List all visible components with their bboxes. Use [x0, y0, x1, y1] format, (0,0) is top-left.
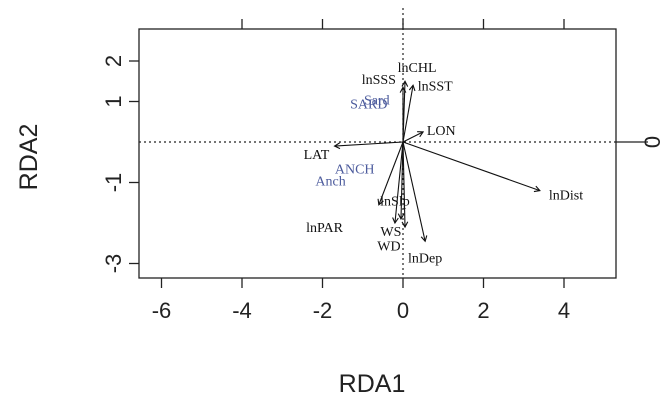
arrow-label: lnDist	[549, 189, 583, 204]
x-tick-label: -2	[313, 298, 333, 323]
species-label: Sard	[364, 93, 390, 108]
arrow-head	[399, 86, 407, 93]
arrow-label: lnPAR	[306, 221, 344, 236]
arrow-line	[334, 141, 404, 147]
arrow-head	[377, 198, 384, 206]
arrow-label: lnDep	[408, 251, 442, 266]
arrow-label: LAT	[304, 148, 330, 163]
arrow-label: lnSST	[418, 79, 453, 94]
species-label: ANCH	[335, 162, 375, 177]
arrow-head	[397, 213, 405, 221]
arrow-head	[392, 217, 399, 225]
x-tick-label: -6	[152, 298, 172, 323]
arrow-head	[420, 235, 428, 243]
arrow-label: WD	[377, 239, 400, 254]
arrow-line	[402, 85, 414, 143]
arrow-line	[394, 141, 404, 224]
plot-border	[138, 28, 617, 279]
arrow-label: lnSlp	[380, 195, 410, 210]
arrow-head	[333, 142, 341, 150]
arrow-line	[378, 141, 404, 205]
arrow-label: lnSSS	[362, 73, 396, 88]
species-label: SARD	[350, 98, 387, 113]
right-tick-label: 0	[640, 136, 665, 148]
x-tick-label: 0	[397, 298, 409, 323]
y-axis-label: RDA2	[15, 124, 43, 191]
arrow-line	[400, 141, 404, 219]
y-tick-label: 1	[101, 95, 126, 107]
y-tick-label: -1	[101, 173, 126, 193]
arrow-head	[417, 131, 425, 138]
species-label: Anch	[315, 174, 345, 189]
arrow-line	[402, 141, 406, 228]
plot-frame-group	[138, 28, 617, 279]
arrow-line	[402, 131, 424, 143]
axis-ticks-group: -6 -4 -2 0 2 4 -3 -1 1 2 0	[101, 19, 665, 323]
arrow-head	[401, 221, 409, 229]
arrow-line	[402, 141, 541, 192]
x-axis-label: RDA1	[339, 370, 406, 398]
arrow-head	[533, 185, 541, 193]
y-tick-label: 2	[101, 55, 126, 67]
arrow-head	[401, 80, 409, 87]
x-tick-label: 2	[477, 298, 489, 323]
x-tick-label: 4	[558, 298, 570, 323]
y-tick-label: -3	[101, 254, 126, 274]
arrow-label: LON	[427, 124, 456, 139]
arrow-label: lnCHL	[398, 61, 437, 76]
x-tick-label: -4	[232, 298, 252, 323]
arrow-head	[408, 84, 416, 92]
arrow-line	[402, 141, 426, 242]
arrow-label: WS	[380, 225, 401, 240]
